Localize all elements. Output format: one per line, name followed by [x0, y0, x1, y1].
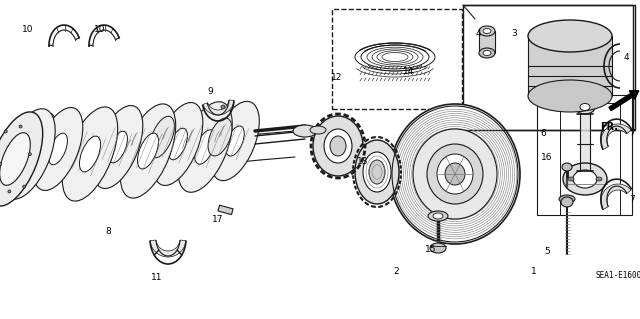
- Ellipse shape: [153, 102, 203, 185]
- Ellipse shape: [559, 195, 575, 203]
- Text: 7: 7: [629, 130, 635, 138]
- Ellipse shape: [150, 116, 175, 158]
- Ellipse shape: [580, 103, 590, 110]
- Text: 2: 2: [393, 268, 399, 277]
- Ellipse shape: [430, 243, 446, 253]
- Ellipse shape: [528, 80, 612, 112]
- Text: 7: 7: [629, 195, 635, 204]
- Ellipse shape: [28, 152, 31, 156]
- Ellipse shape: [528, 20, 612, 52]
- Text: 16: 16: [541, 152, 553, 161]
- Ellipse shape: [0, 133, 30, 185]
- Ellipse shape: [31, 113, 56, 155]
- Ellipse shape: [428, 211, 448, 221]
- Ellipse shape: [562, 163, 572, 171]
- Wedge shape: [150, 240, 186, 257]
- Ellipse shape: [427, 144, 483, 204]
- Text: 3: 3: [511, 28, 517, 38]
- Ellipse shape: [208, 118, 232, 156]
- Bar: [560, 103, 620, 215]
- Ellipse shape: [479, 26, 495, 36]
- Ellipse shape: [18, 137, 38, 171]
- Ellipse shape: [23, 185, 26, 188]
- Text: 10: 10: [22, 26, 34, 34]
- Ellipse shape: [93, 106, 143, 189]
- Ellipse shape: [330, 136, 346, 156]
- Text: 17: 17: [212, 216, 224, 225]
- Text: 15: 15: [425, 244, 436, 254]
- Wedge shape: [203, 100, 234, 115]
- Text: 6: 6: [540, 130, 546, 138]
- Bar: [479, 31, 495, 53]
- Ellipse shape: [138, 133, 159, 169]
- Ellipse shape: [483, 50, 491, 56]
- Text: 8: 8: [105, 226, 111, 235]
- Wedge shape: [601, 124, 631, 150]
- Ellipse shape: [221, 105, 225, 109]
- Ellipse shape: [0, 112, 43, 206]
- Ellipse shape: [363, 152, 391, 192]
- Text: 10: 10: [94, 26, 106, 34]
- Ellipse shape: [390, 104, 520, 244]
- Text: 13: 13: [357, 157, 369, 166]
- Ellipse shape: [8, 190, 11, 193]
- Ellipse shape: [293, 125, 317, 137]
- Ellipse shape: [369, 160, 385, 184]
- Ellipse shape: [178, 102, 232, 192]
- Ellipse shape: [437, 154, 473, 194]
- Text: 4: 4: [623, 53, 629, 62]
- Ellipse shape: [483, 28, 491, 33]
- Ellipse shape: [355, 140, 399, 204]
- Ellipse shape: [596, 177, 602, 181]
- Ellipse shape: [226, 126, 244, 156]
- Ellipse shape: [445, 163, 465, 185]
- Ellipse shape: [195, 130, 215, 164]
- Ellipse shape: [1, 109, 55, 199]
- Ellipse shape: [49, 133, 67, 165]
- Bar: [218, 205, 233, 215]
- Ellipse shape: [120, 104, 176, 198]
- Text: FR.: FR.: [600, 122, 618, 132]
- Text: 11: 11: [151, 272, 163, 281]
- Ellipse shape: [4, 130, 7, 133]
- Ellipse shape: [19, 125, 22, 128]
- Ellipse shape: [109, 131, 127, 163]
- FancyArrow shape: [609, 91, 639, 111]
- Ellipse shape: [563, 163, 607, 195]
- Text: SEA1-E1600A: SEA1-E1600A: [596, 271, 640, 279]
- Ellipse shape: [561, 197, 573, 207]
- Bar: [332, 9, 462, 109]
- Bar: [463, 5, 633, 130]
- Wedge shape: [601, 184, 631, 210]
- Ellipse shape: [79, 136, 100, 172]
- Ellipse shape: [211, 101, 259, 181]
- Ellipse shape: [0, 162, 2, 165]
- Ellipse shape: [573, 170, 597, 188]
- Ellipse shape: [413, 129, 497, 219]
- Ellipse shape: [479, 48, 495, 58]
- Text: 1: 1: [531, 268, 537, 277]
- Ellipse shape: [33, 108, 83, 190]
- Text: 12: 12: [332, 73, 342, 83]
- Text: 14: 14: [403, 66, 415, 76]
- Ellipse shape: [433, 213, 443, 219]
- Bar: [537, 95, 632, 215]
- Bar: [528, 36, 612, 96]
- Ellipse shape: [91, 123, 115, 165]
- Ellipse shape: [575, 100, 595, 114]
- Ellipse shape: [310, 126, 326, 134]
- Ellipse shape: [62, 107, 118, 201]
- Text: 9: 9: [207, 86, 213, 95]
- Ellipse shape: [324, 129, 352, 163]
- Text: 4: 4: [475, 28, 481, 38]
- Ellipse shape: [568, 177, 574, 181]
- Ellipse shape: [313, 116, 363, 176]
- Text: 5: 5: [544, 247, 550, 256]
- Ellipse shape: [168, 128, 188, 160]
